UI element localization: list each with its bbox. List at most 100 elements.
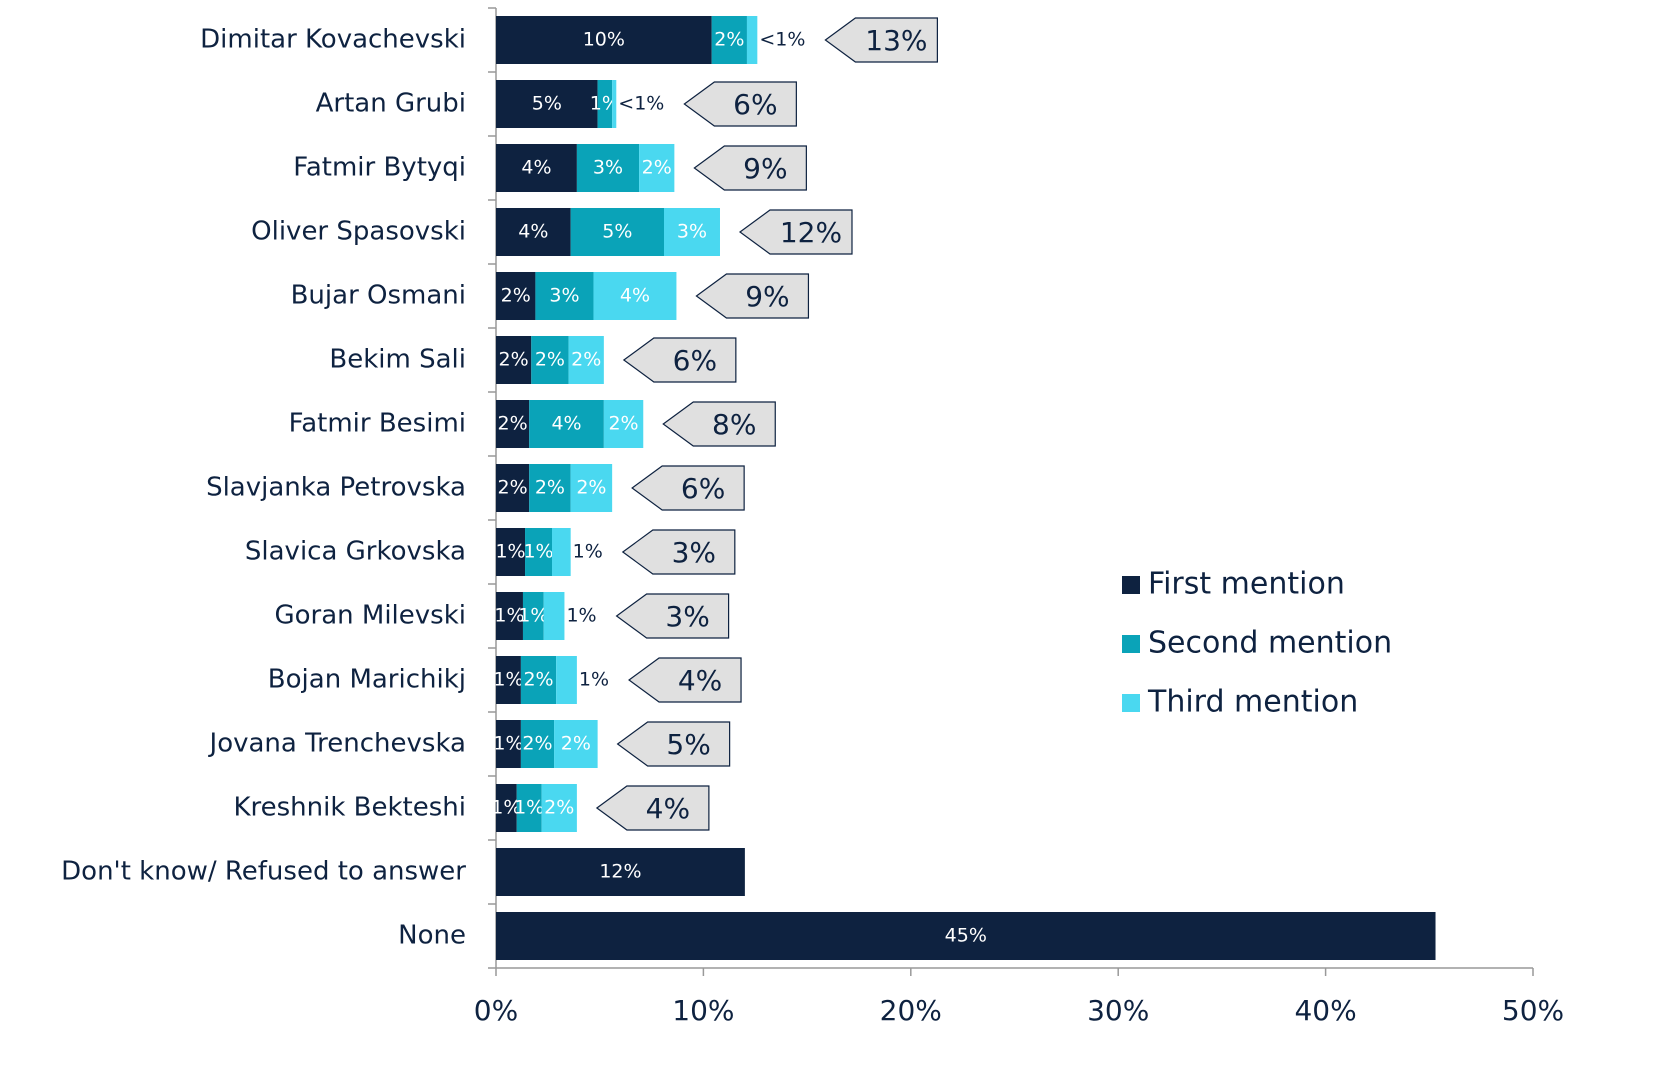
bar-segment [543, 592, 565, 640]
total-label: 12% [780, 216, 842, 249]
bar-segment [746, 16, 758, 64]
bar-segment [496, 528, 526, 576]
total-label: 13% [865, 24, 927, 57]
bar-segment [612, 80, 617, 128]
bar-segment [603, 400, 644, 448]
total-callout [824, 17, 938, 63]
value-label: 2% [535, 477, 565, 499]
category-label: Bekim Sali [329, 345, 466, 375]
category-label: Don't know/ Refused to answer [61, 857, 466, 887]
value-label: 5% [602, 221, 632, 243]
legend-label: Second mention [1148, 626, 1392, 661]
category-label: Kreshnik Bekteshi [233, 793, 466, 823]
total-label: 5% [666, 728, 710, 761]
bar-segment [496, 144, 577, 192]
bar-segment [496, 272, 536, 320]
bar-segment [663, 208, 720, 256]
total-label: 3% [672, 536, 716, 569]
bar-segment [576, 144, 640, 192]
value-label: <1% [759, 29, 805, 51]
value-label: 1% [523, 541, 553, 563]
bar-segment [597, 80, 613, 128]
category-label: Fatmir Bytyqi [293, 153, 466, 183]
bar-segment [711, 16, 747, 64]
bar-segment [496, 208, 571, 256]
total-callout [662, 401, 776, 447]
value-label: 1% [495, 541, 525, 563]
value-label: 1% [518, 605, 548, 627]
value-label: 12% [599, 861, 641, 883]
value-label: 2% [498, 477, 528, 499]
bar-segment [496, 848, 745, 896]
legend-label: Third mention [1147, 685, 1358, 720]
category-label: Slavjanka Petrovska [206, 473, 466, 503]
legend-swatch [1122, 694, 1140, 712]
value-label: 2% [522, 733, 552, 755]
value-label: 2% [561, 733, 591, 755]
x-tick-label: 10% [672, 994, 734, 1027]
value-label: 1% [491, 797, 521, 819]
value-label: 2% [544, 797, 574, 819]
bar-segment [570, 208, 664, 256]
value-label: 1% [573, 541, 603, 563]
value-label: 1% [493, 669, 523, 691]
x-tick-label: 40% [1294, 994, 1356, 1027]
legend-swatch [1122, 576, 1140, 594]
total-callout [693, 145, 807, 191]
bar-segment [496, 16, 712, 64]
value-label: 2% [498, 413, 528, 435]
bar-segment [496, 784, 517, 832]
value-label: <1% [618, 93, 664, 115]
category-label: Fatmir Besimi [289, 409, 466, 439]
bar-segment [531, 336, 569, 384]
value-label: 3% [593, 157, 623, 179]
bar-segment [496, 80, 598, 128]
value-label: 5% [532, 93, 562, 115]
total-label: 6% [673, 344, 717, 377]
bar-segment [496, 720, 521, 768]
value-label: 1% [566, 605, 596, 627]
total-label: 9% [745, 280, 789, 313]
total-callout [616, 721, 731, 767]
bar-segment [593, 272, 677, 320]
value-label: 2% [714, 29, 744, 51]
value-label: 1% [493, 733, 523, 755]
value-label: 2% [523, 669, 553, 691]
value-label: 3% [549, 285, 579, 307]
value-label: 4% [620, 285, 650, 307]
category-label: Dimitar Kovachevski [200, 25, 466, 55]
bar-segment [496, 656, 521, 704]
total-callout [683, 81, 797, 127]
category-label: Bujar Osmani [291, 281, 466, 311]
total-label: 3% [665, 600, 709, 633]
value-label: 2% [576, 477, 606, 499]
value-label: 2% [608, 413, 638, 435]
bar-segment [520, 656, 557, 704]
total-label: 8% [712, 408, 756, 441]
total-label: 4% [678, 664, 722, 697]
category-label: Artan Grubi [316, 89, 466, 119]
total-callout [622, 337, 737, 383]
total-label: 9% [743, 152, 787, 185]
total-callout [595, 785, 710, 831]
bar-segment [541, 784, 577, 832]
legend-label: First mention [1148, 567, 1345, 602]
bar-segment [516, 784, 542, 832]
total-label: 6% [733, 88, 777, 121]
value-label: 45% [945, 925, 987, 947]
total-callout [628, 657, 742, 703]
value-label: 1% [514, 797, 544, 819]
value-label: 2% [571, 349, 601, 371]
total-callout [695, 273, 810, 319]
total-label: 4% [646, 792, 690, 825]
bar-segment [570, 464, 613, 512]
value-label: 10% [583, 29, 625, 51]
total-callout [621, 529, 736, 575]
bar-segment [639, 144, 675, 192]
bar-segment [535, 272, 594, 320]
value-label: 1% [494, 605, 524, 627]
bar-segment [568, 336, 604, 384]
value-label: 3% [677, 221, 707, 243]
bar-segment [496, 464, 530, 512]
